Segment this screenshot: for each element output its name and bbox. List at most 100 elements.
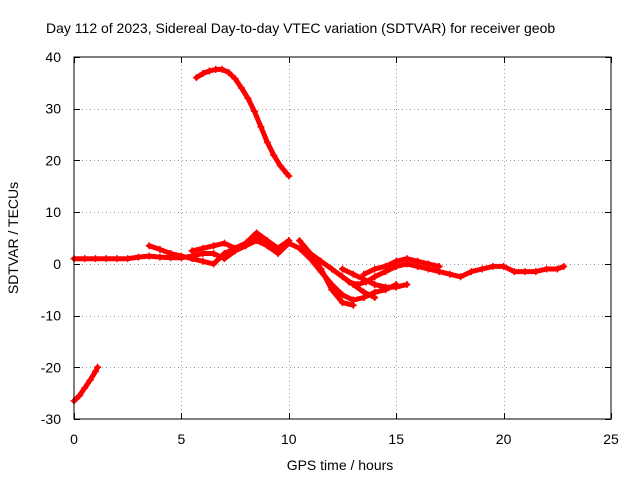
y-tick-label: 40 — [45, 49, 61, 65]
x-tick-label: 10 — [281, 431, 297, 447]
x-tick-label: 15 — [388, 431, 404, 447]
data-point — [317, 265, 325, 273]
data-point — [94, 363, 102, 371]
data-point — [220, 250, 228, 258]
data-point — [225, 69, 233, 77]
data-point — [317, 257, 325, 265]
y-tick-label: 10 — [45, 204, 61, 220]
x-axis-label: GPS time / hours — [287, 457, 394, 473]
data-point — [285, 239, 293, 247]
y-tick-label: 20 — [45, 152, 61, 168]
data-point — [392, 283, 400, 291]
data-point — [231, 244, 239, 252]
data-point — [349, 301, 357, 309]
data-point — [296, 244, 304, 252]
x-tick-label: 25 — [603, 431, 619, 447]
data-point — [424, 260, 432, 268]
data-point — [532, 268, 540, 276]
data-point — [403, 255, 411, 263]
data-point — [521, 268, 529, 276]
data-point — [371, 293, 379, 301]
data-point — [435, 262, 443, 270]
data-point — [218, 65, 226, 73]
data-point — [339, 299, 346, 307]
data-point — [205, 67, 213, 75]
data-point — [553, 265, 561, 273]
y-tick-label: -20 — [41, 359, 61, 375]
y-tick-label: -10 — [41, 308, 61, 324]
series-afternoon-arc — [345, 260, 568, 289]
data-point — [446, 270, 454, 278]
data-point — [500, 262, 508, 270]
data-point — [167, 250, 175, 258]
series-afternoon-arc-upper — [360, 255, 443, 278]
plot-frame — [73, 56, 612, 420]
data-point — [362, 278, 370, 286]
series-group — [70, 65, 568, 405]
data-point — [354, 281, 362, 289]
data-point — [339, 273, 346, 281]
data-point — [543, 265, 551, 273]
data-point — [328, 265, 336, 273]
series-satellite-arc-2 — [192, 65, 293, 180]
x-tick-label: 20 — [496, 431, 512, 447]
data-point — [276, 162, 284, 170]
data-point — [328, 286, 336, 294]
data-point — [381, 283, 389, 291]
data-point — [360, 288, 368, 296]
data-point — [457, 273, 465, 281]
grid — [74, 57, 611, 419]
data-point — [263, 138, 271, 146]
data-point — [257, 123, 265, 131]
data-point — [250, 107, 258, 115]
series-satellite-arc-1 — [70, 363, 102, 405]
data-point — [244, 94, 252, 102]
data-point — [210, 242, 218, 250]
data-point — [210, 260, 218, 268]
data-point — [75, 392, 83, 400]
data-point — [156, 245, 164, 253]
data-point — [392, 257, 400, 265]
data-point — [177, 252, 185, 260]
data-point — [371, 265, 379, 273]
data-point — [81, 255, 89, 263]
data-point — [349, 270, 357, 278]
data-point — [210, 250, 218, 258]
data-point — [489, 262, 497, 270]
data-point — [467, 268, 475, 276]
data-point — [253, 229, 261, 237]
data-point — [339, 291, 346, 299]
data-point — [345, 278, 353, 286]
y-tick-label: 30 — [45, 101, 61, 117]
data-point — [113, 255, 121, 263]
data-point — [274, 244, 282, 252]
data-point — [188, 247, 196, 255]
data-point — [270, 151, 278, 159]
data-point — [238, 84, 246, 92]
series-line — [189, 230, 292, 254]
data-point — [188, 255, 196, 263]
data-point — [371, 273, 379, 281]
x-tick-label: 5 — [178, 431, 186, 447]
y-tick-label: -30 — [41, 411, 61, 427]
data-point — [403, 281, 411, 289]
data-point — [156, 253, 164, 261]
series-line — [346, 261, 567, 287]
data-point — [86, 376, 94, 384]
data-point — [414, 257, 422, 265]
data-point — [124, 255, 132, 263]
data-point — [91, 367, 99, 375]
data-point — [381, 262, 389, 270]
series-line — [193, 66, 292, 179]
tick-group — [74, 57, 612, 420]
data-point — [102, 255, 110, 263]
data-point — [212, 65, 220, 73]
data-point — [145, 242, 153, 250]
data-point — [478, 265, 486, 273]
data-point — [199, 244, 207, 252]
data-point — [199, 257, 207, 265]
series-descending-arc-c — [306, 250, 379, 301]
y-axis-label: SDTVAR / TECUs — [5, 182, 21, 294]
data-point — [220, 239, 228, 247]
